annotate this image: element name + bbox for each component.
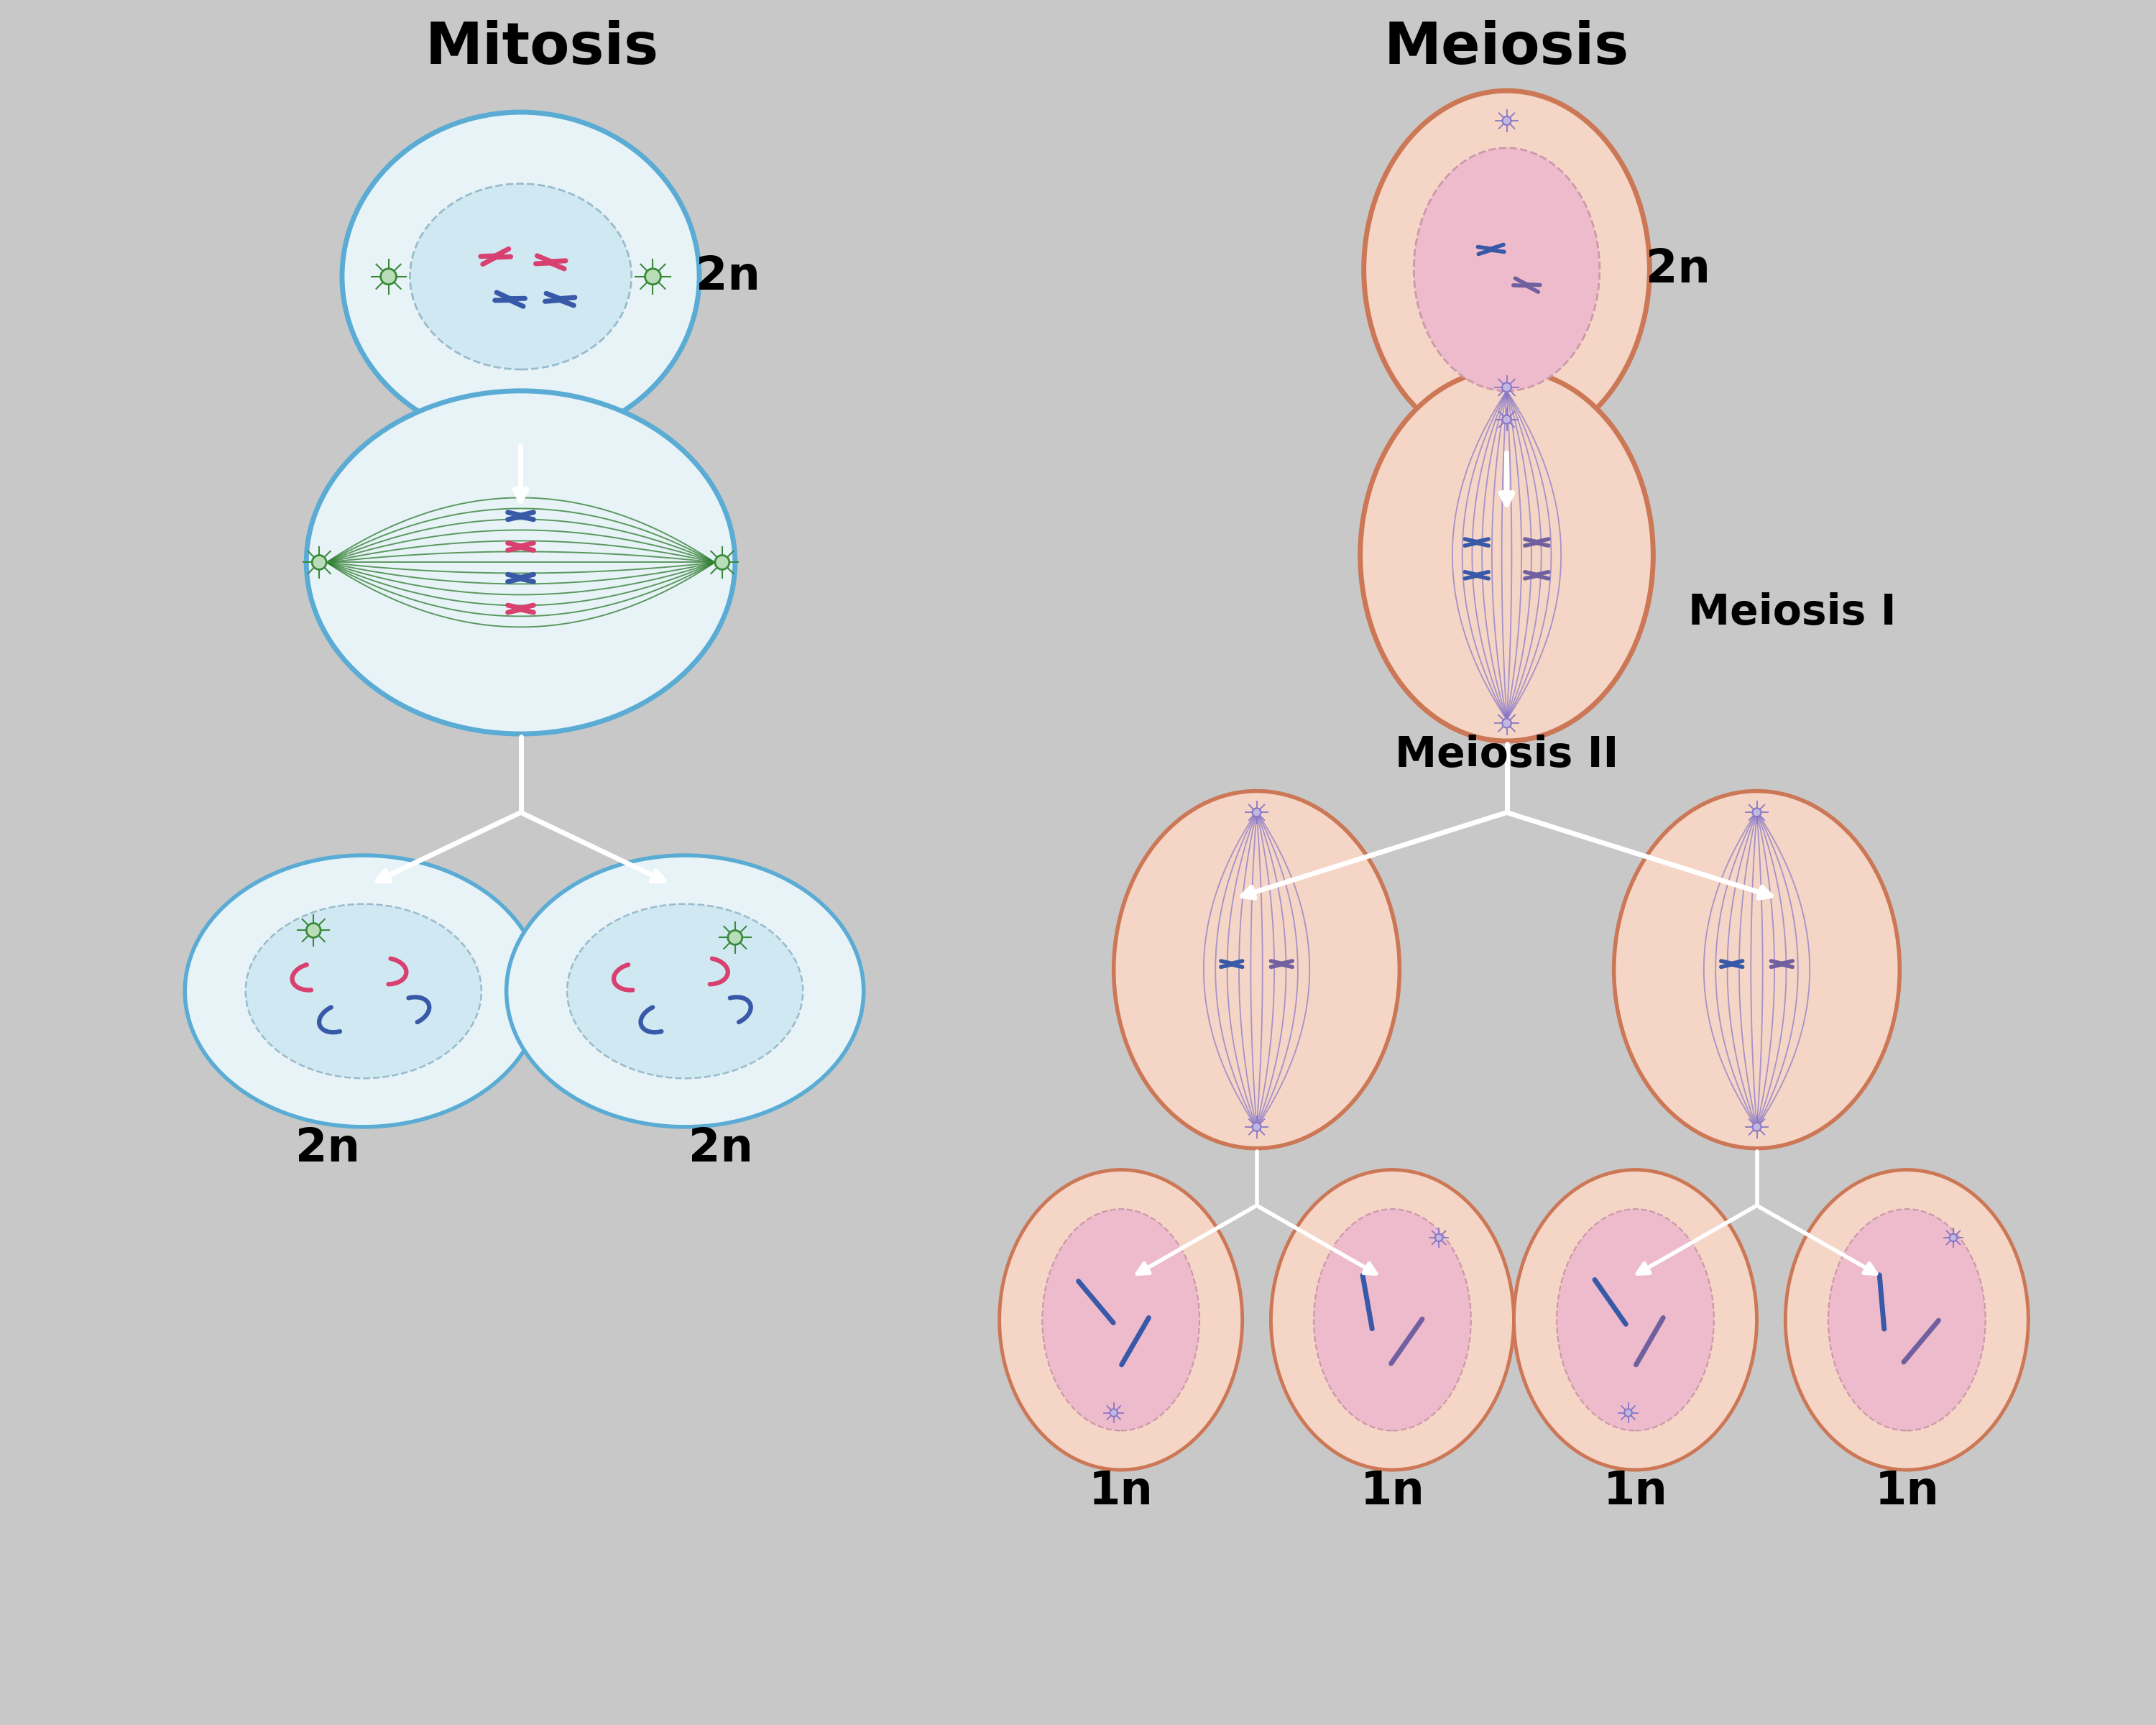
Circle shape: [1503, 383, 1511, 392]
Ellipse shape: [1514, 1170, 1757, 1470]
Text: 2n: 2n: [1645, 247, 1710, 292]
Text: 2n: 2n: [295, 1126, 360, 1171]
Text: Meiosis II: Meiosis II: [1395, 735, 1619, 776]
Ellipse shape: [1365, 91, 1649, 449]
Ellipse shape: [1000, 1170, 1242, 1470]
Ellipse shape: [382, 269, 397, 285]
Ellipse shape: [507, 856, 865, 1126]
Circle shape: [1110, 1409, 1117, 1416]
Ellipse shape: [313, 555, 326, 569]
Text: Mitosis: Mitosis: [425, 19, 660, 76]
Ellipse shape: [1828, 1209, 1986, 1430]
Circle shape: [1949, 1233, 1958, 1242]
Ellipse shape: [716, 555, 729, 569]
Text: Meiosis I: Meiosis I: [1688, 592, 1897, 633]
Circle shape: [1253, 807, 1261, 818]
Ellipse shape: [306, 923, 321, 937]
Text: 1n: 1n: [1360, 1470, 1425, 1513]
Ellipse shape: [645, 269, 660, 285]
Ellipse shape: [343, 112, 699, 442]
Ellipse shape: [1615, 792, 1899, 1149]
Ellipse shape: [1041, 1209, 1199, 1430]
Text: Meiosis: Meiosis: [1384, 19, 1630, 76]
Ellipse shape: [1115, 792, 1399, 1149]
Circle shape: [1503, 719, 1511, 728]
Circle shape: [1753, 1123, 1761, 1132]
Ellipse shape: [1360, 369, 1654, 742]
Text: 1n: 1n: [1874, 1470, 1938, 1513]
Circle shape: [1623, 1409, 1632, 1416]
Circle shape: [1436, 1233, 1442, 1242]
Ellipse shape: [306, 392, 735, 733]
Text: 2n: 2n: [688, 1126, 752, 1171]
Ellipse shape: [567, 904, 802, 1078]
Ellipse shape: [1557, 1209, 1714, 1430]
Circle shape: [1753, 807, 1761, 818]
Text: 2n: 2n: [696, 254, 761, 298]
Text: 1n: 1n: [1089, 1470, 1153, 1513]
Circle shape: [1503, 116, 1511, 126]
Ellipse shape: [185, 856, 541, 1126]
Text: 1n: 1n: [1604, 1470, 1667, 1513]
Ellipse shape: [1785, 1170, 2029, 1470]
Ellipse shape: [1313, 1209, 1470, 1430]
Ellipse shape: [729, 930, 742, 945]
Circle shape: [1503, 416, 1511, 424]
Ellipse shape: [410, 183, 632, 369]
Ellipse shape: [1270, 1170, 1514, 1470]
Ellipse shape: [246, 904, 481, 1078]
Circle shape: [1253, 1123, 1261, 1132]
Ellipse shape: [1414, 148, 1600, 392]
